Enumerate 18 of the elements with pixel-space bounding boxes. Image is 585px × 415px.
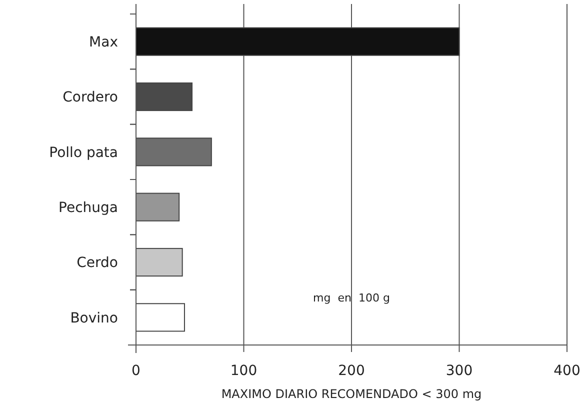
x-axis-title: MAXIMO DIARIO RECOMENDADO < 300 mg xyxy=(221,387,482,401)
y-tick-label: Max xyxy=(89,34,118,50)
x-tick-label: 400 xyxy=(554,363,580,379)
bar xyxy=(136,138,212,166)
y-tick-label: Bovino xyxy=(70,310,118,326)
bar xyxy=(136,303,185,332)
x-tick-label: 200 xyxy=(338,363,365,379)
bar xyxy=(136,192,180,222)
bar xyxy=(136,248,183,277)
y-tick-label: Pollo pata xyxy=(49,144,118,161)
y-tick-label: Cordero xyxy=(62,90,118,106)
x-tick-label: 100 xyxy=(230,363,258,379)
bar xyxy=(136,27,460,56)
x-tick-label: 0 xyxy=(132,363,140,379)
x-tick-label: 300 xyxy=(446,363,473,379)
annotation: mg en 100 g xyxy=(313,292,390,305)
y-tick-label: Cerdo xyxy=(76,255,118,272)
y-tick-label: Pechuga xyxy=(58,200,118,216)
